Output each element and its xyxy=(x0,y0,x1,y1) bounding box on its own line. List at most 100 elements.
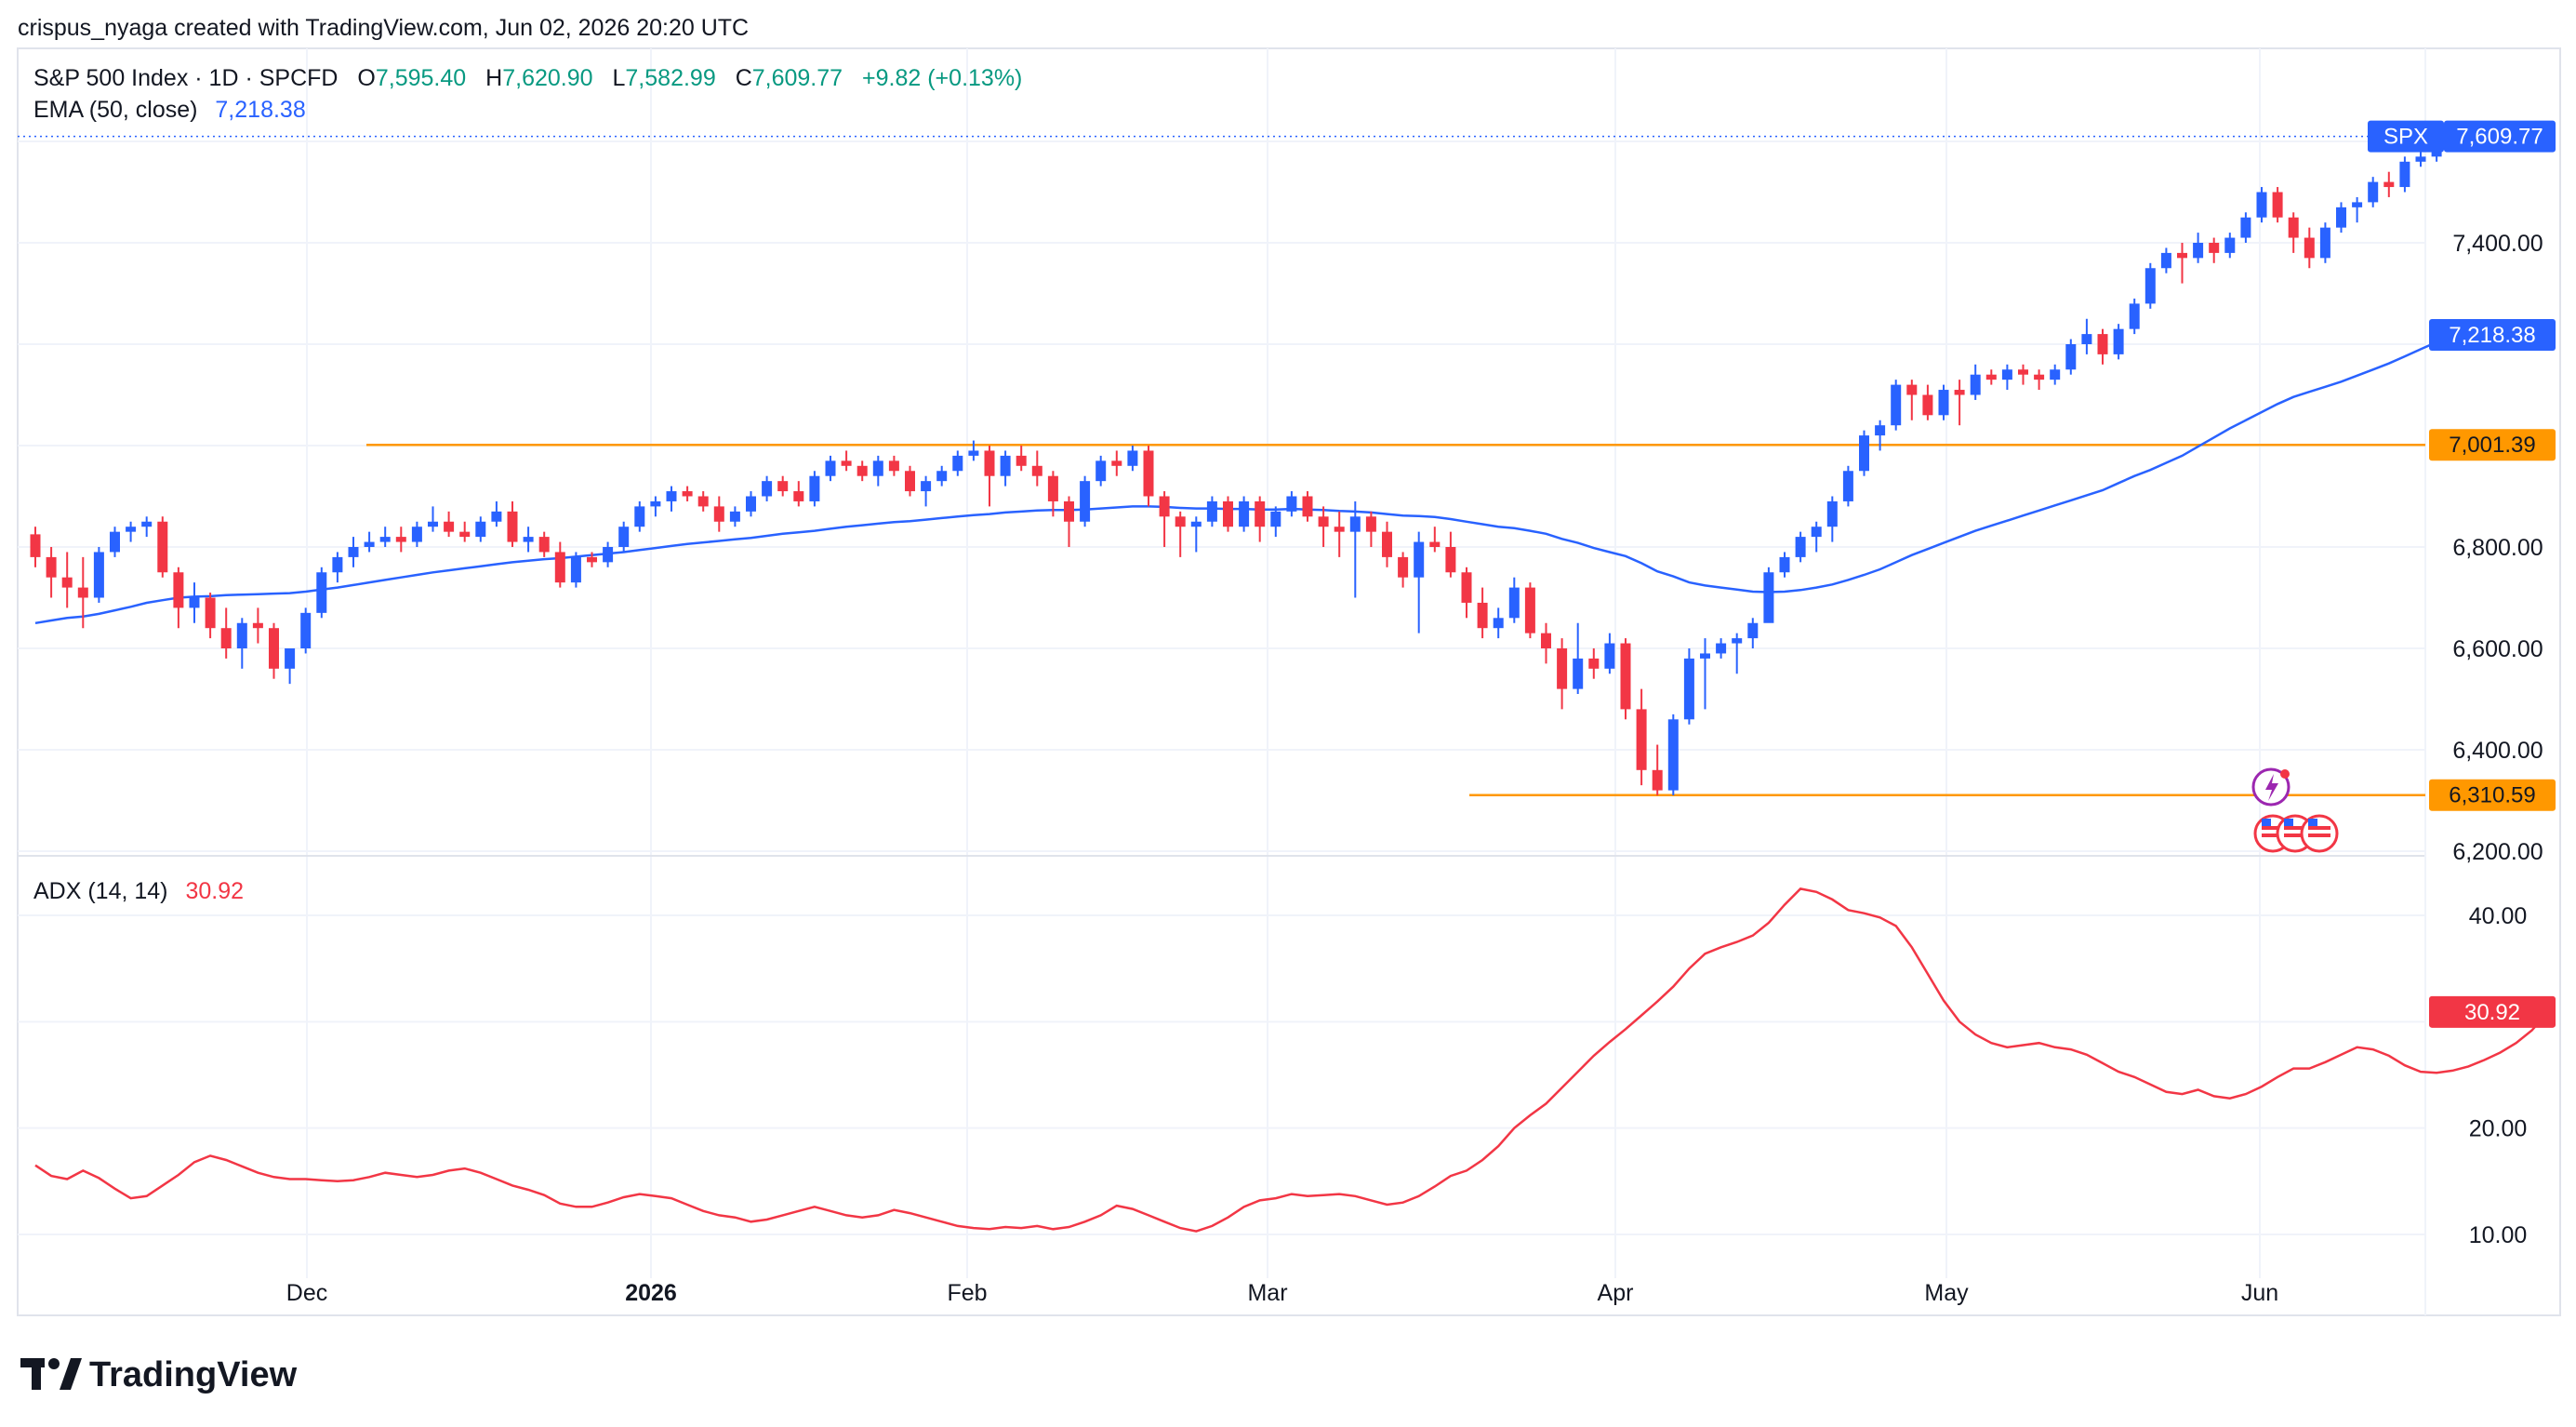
candle[interactable] xyxy=(332,552,343,583)
candle[interactable] xyxy=(2352,196,2363,223)
candle[interactable] xyxy=(793,481,804,507)
candle[interactable] xyxy=(1382,521,1392,567)
candle[interactable] xyxy=(1620,638,1631,720)
us-flag-event-icon[interactable] xyxy=(2300,814,2339,853)
candle[interactable] xyxy=(2240,212,2251,243)
candle[interactable] xyxy=(1604,633,1615,674)
candle[interactable] xyxy=(1031,450,1042,487)
candle[interactable] xyxy=(825,455,836,482)
candle[interactable] xyxy=(1811,521,1822,553)
candle[interactable] xyxy=(1588,648,1600,679)
candle[interactable] xyxy=(952,450,963,476)
candle[interactable] xyxy=(2018,364,2028,385)
candle[interactable] xyxy=(173,567,184,629)
candle[interactable] xyxy=(697,491,709,512)
symbol-legend[interactable]: S&P 500 Index · 1D · SPCFD O7,595.40 H7,… xyxy=(33,65,1022,91)
candle[interactable] xyxy=(1826,496,1838,542)
candle[interactable] xyxy=(1954,380,1965,426)
candle[interactable] xyxy=(1349,500,1361,598)
adx-line[interactable] xyxy=(34,887,2549,1233)
candle[interactable] xyxy=(1206,496,1217,527)
candle[interactable] xyxy=(1891,380,1902,431)
candle[interactable] xyxy=(2034,369,2045,391)
candle[interactable] xyxy=(2065,339,2077,375)
candle[interactable] xyxy=(1159,491,1170,547)
candle[interactable] xyxy=(2050,364,2061,385)
candle[interactable] xyxy=(984,446,995,507)
candle[interactable] xyxy=(507,500,518,547)
candle[interactable] xyxy=(921,475,932,507)
candle[interactable] xyxy=(77,556,88,629)
candle[interactable] xyxy=(856,460,868,482)
candle[interactable] xyxy=(2336,202,2346,233)
candle[interactable] xyxy=(1127,446,1138,472)
candle[interactable] xyxy=(1016,446,1027,472)
candle[interactable] xyxy=(1938,384,1949,420)
candle[interactable] xyxy=(1477,587,1488,639)
candle[interactable] xyxy=(936,465,948,487)
candle[interactable] xyxy=(809,471,820,507)
candle[interactable] xyxy=(236,618,247,669)
candle[interactable] xyxy=(2288,212,2299,253)
flash-event-icon[interactable] xyxy=(2251,767,2291,807)
candle[interactable] xyxy=(2144,262,2156,309)
candle[interactable] xyxy=(1047,471,1058,517)
candle[interactable] xyxy=(2383,171,2395,197)
candle[interactable] xyxy=(2193,233,2204,263)
candle[interactable] xyxy=(1318,506,1329,547)
candle[interactable] xyxy=(2177,243,2187,284)
candle[interactable] xyxy=(2160,247,2171,273)
candle[interactable] xyxy=(1255,496,1266,542)
candle[interactable] xyxy=(1875,420,1886,451)
candle[interactable] xyxy=(968,440,979,461)
candle[interactable] xyxy=(762,475,773,501)
candle[interactable] xyxy=(252,607,263,644)
candle[interactable] xyxy=(1445,531,1456,578)
candle[interactable] xyxy=(1747,618,1759,648)
candle[interactable] xyxy=(713,496,724,532)
adx-legend[interactable]: ADX (14, 14) 30.92 xyxy=(33,878,244,904)
candle[interactable] xyxy=(1922,384,1933,420)
candle[interactable] xyxy=(2399,156,2410,193)
candle[interactable] xyxy=(1175,511,1186,557)
candle[interactable] xyxy=(1763,567,1774,623)
candle[interactable] xyxy=(2415,151,2426,167)
candlestick-series[interactable] xyxy=(30,130,2458,796)
candle[interactable] xyxy=(1190,516,1202,553)
candle[interactable] xyxy=(1683,648,1694,725)
candle[interactable] xyxy=(1842,465,1853,507)
candle[interactable] xyxy=(618,521,630,553)
candle[interactable] xyxy=(491,500,502,527)
candle[interactable] xyxy=(2256,187,2267,223)
candle[interactable] xyxy=(141,516,153,538)
candle[interactable] xyxy=(348,537,359,567)
candle[interactable] xyxy=(1398,552,1409,588)
candle[interactable] xyxy=(110,527,120,557)
candle[interactable] xyxy=(1541,622,1551,664)
candle[interactable] xyxy=(2224,233,2236,259)
candle[interactable] xyxy=(1302,491,1313,522)
candle[interactable] xyxy=(2129,298,2140,335)
candle[interactable] xyxy=(444,511,455,538)
candle[interactable] xyxy=(1000,450,1011,487)
candle[interactable] xyxy=(1429,527,1441,553)
candle[interactable] xyxy=(587,552,597,567)
candle[interactable] xyxy=(205,593,216,639)
candle[interactable] xyxy=(1080,475,1091,527)
candle[interactable] xyxy=(2209,237,2220,263)
candle[interactable] xyxy=(1334,511,1345,557)
candle[interactable] xyxy=(61,552,73,608)
candle[interactable] xyxy=(395,527,406,553)
candle[interactable] xyxy=(841,450,852,472)
candle[interactable] xyxy=(459,521,471,542)
candle[interactable] xyxy=(634,500,645,532)
candle[interactable] xyxy=(1286,491,1297,517)
ema-legend[interactable]: EMA (50, close) 7,218.38 xyxy=(33,97,306,123)
candle[interactable] xyxy=(46,547,57,598)
candle[interactable] xyxy=(1636,688,1647,786)
candle[interactable] xyxy=(1524,582,1535,639)
candle[interactable] xyxy=(1095,455,1107,487)
candle[interactable] xyxy=(1859,430,1869,476)
candle[interactable] xyxy=(1239,496,1250,532)
candle[interactable] xyxy=(2081,318,2092,354)
